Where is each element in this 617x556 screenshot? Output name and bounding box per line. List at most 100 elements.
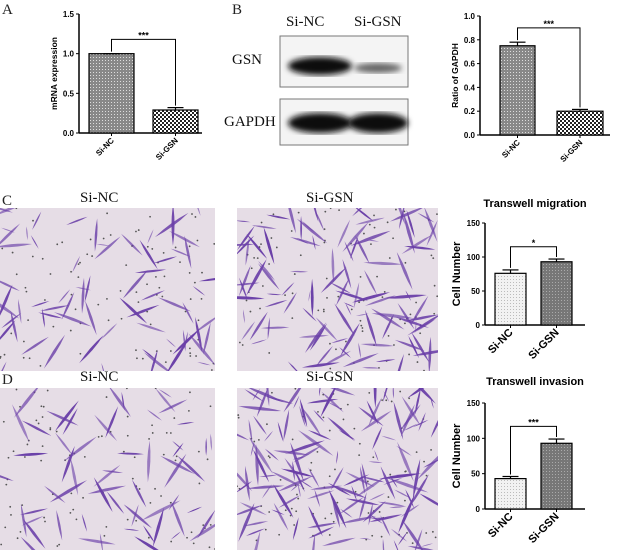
stained-cell: [172, 440, 184, 451]
stained-cell: [368, 461, 383, 463]
stained-cell: [293, 445, 322, 463]
stained-cell: [119, 297, 148, 324]
stained-cell: [412, 458, 421, 500]
stained-cell: [331, 338, 349, 344]
stained-cell: [136, 322, 166, 333]
stained-cell: [406, 210, 415, 238]
y-tick-label: 0.4: [464, 83, 476, 92]
stained-cell: [143, 352, 170, 371]
stained-cell: [377, 501, 405, 507]
stained-cell: [264, 448, 279, 461]
stained-cell: [329, 282, 352, 294]
stained-cell: [142, 348, 156, 360]
stained-cell: [345, 498, 380, 506]
stained-cell: [301, 362, 340, 368]
stained-cell: [244, 465, 250, 502]
panel-label-d: D: [2, 372, 13, 388]
stained-cell: [158, 399, 188, 414]
stained-cell: [414, 529, 423, 550]
stained-cell: [21, 336, 49, 355]
stained-cell: [264, 430, 274, 442]
stained-cell: [389, 506, 407, 508]
stained-cell: [251, 339, 268, 345]
stained-cell: [150, 349, 158, 371]
stained-cell: [299, 398, 308, 428]
stained-cell: [355, 313, 369, 317]
stained-cell: [238, 502, 255, 542]
stained-cell: [87, 485, 126, 494]
stained-cell: [315, 317, 338, 342]
stained-cell: [131, 479, 147, 508]
stained-cell: [188, 333, 215, 366]
stained-cell: [355, 217, 385, 225]
stained-cell: [197, 208, 201, 216]
stained-cell: [166, 338, 177, 348]
stained-cell: [308, 289, 311, 302]
stained-cell: [281, 282, 295, 296]
y-tick-label: 50: [471, 287, 480, 296]
stained-cell: [158, 389, 172, 398]
stained-cell: [310, 485, 343, 490]
stained-cell: [244, 389, 264, 402]
stained-cell: [283, 292, 297, 314]
stained-cell: [297, 483, 301, 498]
stained-cell: [205, 437, 207, 456]
stained-cell: [308, 505, 323, 537]
stained-cell: [241, 321, 256, 341]
stained-cell: [186, 506, 203, 513]
stained-cell: [94, 218, 98, 252]
micrograph-invasion-sigsn: [237, 388, 438, 550]
stained-cell: [298, 335, 329, 338]
stained-cell: [171, 501, 185, 537]
stained-cell: [61, 445, 75, 483]
y-tick-label: 0.8: [464, 36, 476, 45]
stained-cell: [292, 456, 305, 460]
stained-cell: [362, 367, 381, 369]
stained-cell: [419, 493, 438, 506]
x-tick-label: Si-GSN: [154, 136, 180, 162]
stained-cell: [292, 517, 299, 541]
blot-row-gsn: GSN: [232, 52, 263, 68]
stained-cell: [339, 347, 352, 359]
stained-cell: [246, 485, 285, 489]
stained-cell: [153, 256, 178, 264]
stained-cell: [101, 363, 105, 371]
stained-cell: [398, 208, 405, 230]
stained-cell: [345, 302, 352, 316]
stained-cell: [340, 516, 377, 524]
stained-cell: [360, 476, 385, 483]
stained-cell: [21, 420, 52, 436]
stained-cell: [278, 495, 301, 508]
stained-cell: [403, 212, 415, 254]
stained-cell: [345, 471, 375, 488]
stained-cell: [121, 391, 125, 411]
stained-cell: [380, 466, 396, 500]
bar-chart-a: 0.0 0.5 1.0 1.5 mRNA expression Si-NC Si-GSN **…: [49, 10, 202, 162]
stained-cell: [382, 388, 388, 403]
micrograph-migration-sinc: [0, 208, 215, 371]
stained-cell: [372, 426, 383, 450]
stained-cell: [382, 538, 385, 550]
micrograph-migration-sigsn: [237, 208, 438, 371]
stained-cell: [397, 302, 415, 330]
y-tick-label: 1.0: [63, 50, 75, 59]
y-tick-label: 50: [471, 470, 480, 479]
stained-cell: [96, 244, 111, 246]
stained-cell: [177, 455, 206, 482]
micro-col-d-sinc: Si-NC: [80, 369, 119, 385]
stained-cell: [342, 353, 379, 368]
stained-cell: [283, 409, 290, 442]
stained-cell: [283, 388, 302, 413]
stained-cell: [121, 233, 143, 256]
stained-cell: [315, 346, 333, 367]
stained-cell: [260, 326, 290, 329]
stained-cell: [331, 494, 341, 529]
stained-cell: [81, 277, 85, 314]
bar: [494, 272, 527, 326]
stained-cell: [46, 410, 79, 426]
stained-cell: [79, 335, 104, 364]
significance-bracket: [517, 27, 581, 108]
stained-cell: [197, 361, 211, 366]
stained-cell: [245, 528, 266, 536]
stained-cell: [0, 303, 20, 319]
